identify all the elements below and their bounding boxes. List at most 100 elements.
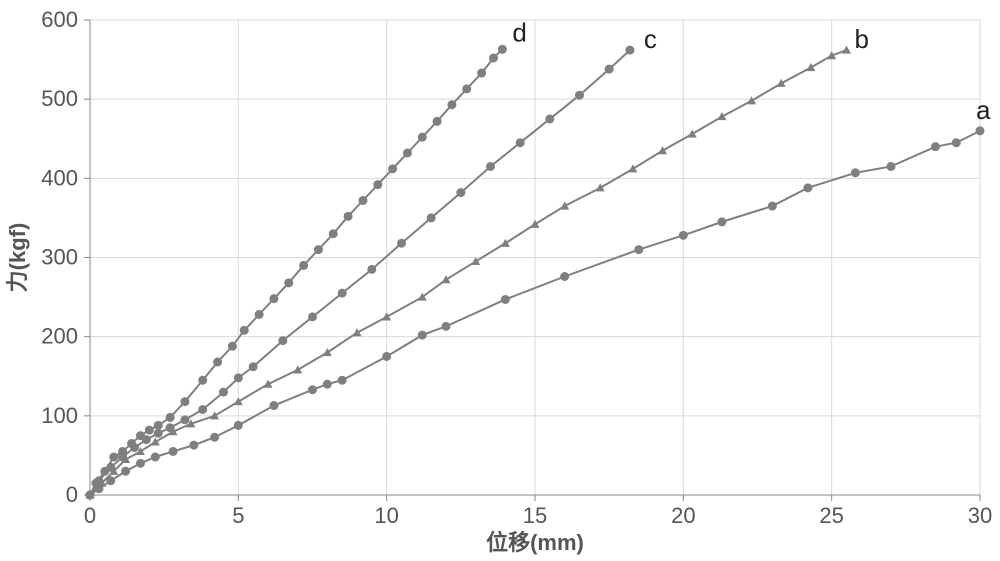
marker-circle — [154, 421, 163, 430]
marker-circle — [166, 413, 175, 422]
marker-circle — [462, 84, 471, 93]
marker-circle — [151, 453, 160, 462]
marker-circle — [169, 447, 178, 456]
marker-circle — [851, 168, 860, 177]
marker-circle — [976, 126, 985, 135]
marker-circle — [180, 415, 189, 424]
marker-circle — [255, 310, 264, 319]
marker-circle — [605, 65, 614, 74]
marker-circle — [803, 183, 812, 192]
y-axis-label: 力(kgf) — [5, 223, 30, 293]
marker-circle — [136, 459, 145, 468]
marker-circle — [427, 213, 436, 222]
series-label-b: b — [855, 24, 869, 54]
series-label-d: d — [512, 17, 526, 47]
marker-circle — [240, 326, 249, 335]
marker-circle — [234, 421, 243, 430]
marker-circle — [367, 265, 376, 274]
marker-circle — [213, 358, 222, 367]
marker-circle — [447, 100, 456, 109]
marker-circle — [86, 491, 95, 500]
marker-circle — [145, 426, 154, 435]
marker-circle — [269, 401, 278, 410]
marker-circle — [154, 429, 163, 438]
marker-circle — [278, 336, 287, 345]
marker-circle — [109, 453, 118, 462]
marker-circle — [127, 439, 136, 448]
marker-circle — [931, 142, 940, 151]
marker-circle — [486, 162, 495, 171]
y-tick-label: 400 — [41, 165, 78, 190]
force-displacement-chart: 0510152025300100200300400500600位移(mm)力(k… — [0, 0, 1000, 561]
marker-circle — [575, 91, 584, 100]
marker-circle — [501, 295, 510, 304]
marker-circle — [323, 380, 332, 389]
y-tick-label: 300 — [41, 245, 78, 270]
marker-circle — [338, 289, 347, 298]
marker-circle — [442, 322, 451, 331]
marker-circle — [403, 149, 412, 158]
marker-circle — [121, 467, 130, 476]
marker-circle — [136, 431, 145, 440]
marker-circle — [314, 245, 323, 254]
marker-circle — [679, 231, 688, 240]
marker-circle — [418, 331, 427, 340]
marker-circle — [189, 441, 198, 450]
marker-circle — [560, 272, 569, 281]
x-tick-label: 10 — [374, 503, 398, 528]
marker-circle — [344, 212, 353, 221]
marker-circle — [545, 114, 554, 123]
series-label-c: c — [644, 24, 657, 54]
series-label-a: a — [976, 95, 991, 125]
y-tick-label: 600 — [41, 7, 78, 32]
marker-circle — [118, 447, 127, 456]
marker-circle — [228, 342, 237, 351]
x-tick-label: 15 — [523, 503, 547, 528]
marker-circle — [234, 373, 243, 382]
marker-circle — [269, 294, 278, 303]
marker-circle — [768, 202, 777, 211]
x-tick-label: 0 — [84, 503, 96, 528]
x-tick-label: 30 — [968, 503, 992, 528]
marker-circle — [338, 376, 347, 385]
marker-circle — [887, 162, 896, 171]
x-tick-label: 25 — [819, 503, 843, 528]
marker-circle — [329, 229, 338, 238]
x-axis-label: 位移(mm) — [486, 530, 584, 555]
y-tick-label: 0 — [66, 482, 78, 507]
marker-circle — [210, 433, 219, 442]
chart-container: 0510152025300100200300400500600位移(mm)力(k… — [0, 0, 1000, 561]
y-tick-label: 500 — [41, 86, 78, 111]
marker-circle — [717, 217, 726, 226]
y-tick-label: 100 — [41, 403, 78, 428]
marker-circle — [477, 69, 486, 78]
x-tick-label: 5 — [232, 503, 244, 528]
marker-circle — [100, 467, 109, 476]
marker-circle — [498, 45, 507, 54]
marker-circle — [198, 376, 207, 385]
marker-circle — [180, 397, 189, 406]
marker-circle — [625, 46, 634, 55]
marker-circle — [382, 352, 391, 361]
marker-circle — [166, 423, 175, 432]
x-tick-label: 20 — [671, 503, 695, 528]
marker-circle — [397, 239, 406, 248]
marker-circle — [516, 138, 525, 147]
marker-circle — [198, 405, 207, 414]
marker-circle — [952, 138, 961, 147]
marker-circle — [433, 117, 442, 126]
marker-circle — [388, 164, 397, 173]
marker-circle — [284, 278, 293, 287]
marker-circle — [489, 54, 498, 63]
y-tick-label: 200 — [41, 324, 78, 349]
marker-circle — [418, 133, 427, 142]
marker-circle — [456, 188, 465, 197]
marker-circle — [299, 261, 308, 270]
marker-circle — [308, 385, 317, 394]
marker-circle — [358, 196, 367, 205]
marker-circle — [91, 479, 100, 488]
marker-circle — [249, 362, 258, 371]
marker-circle — [219, 388, 228, 397]
marker-circle — [373, 180, 382, 189]
marker-circle — [634, 245, 643, 254]
